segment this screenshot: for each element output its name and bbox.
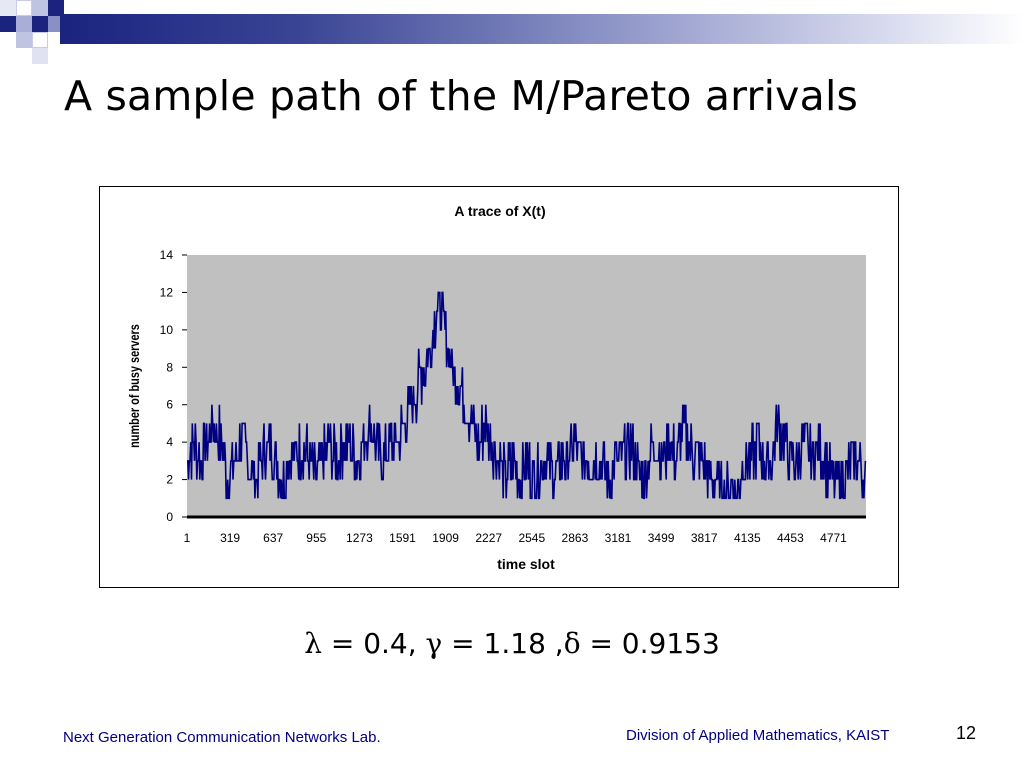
footer-division-name: Division of Applied Mathematics, KAIST — [626, 727, 890, 744]
x-axis-label: time slot — [497, 556, 555, 572]
y-tick-label: 0 — [166, 510, 173, 524]
y-tick-label: 8 — [166, 360, 173, 374]
x-tick-label: 3817 — [691, 531, 718, 545]
y-tick-label: 4 — [166, 435, 173, 449]
parameter-line: λ = 0.4, γ = 1.18 ,δ = 0.9153 — [0, 627, 1024, 660]
y-axis-label: number of busy servers — [127, 324, 143, 448]
x-tick-label: 2863 — [562, 531, 589, 545]
x-tick-label: 955 — [306, 531, 326, 545]
x-tick-label: 3499 — [648, 531, 675, 545]
chart-title: A trace of X(t) — [454, 203, 545, 219]
x-tick-label: 1273 — [346, 531, 373, 545]
x-tick-label: 2227 — [475, 531, 502, 545]
x-tick-label: 2545 — [518, 531, 545, 545]
page-number: 12 — [956, 723, 977, 743]
chart-frame: A trace of X(t) 0 2 4 6 8 10 12 14 1 319 637 955 12… — [99, 186, 899, 588]
gamma-value: = 1.18 , — [442, 627, 564, 660]
x-tick-label: 1591 — [389, 531, 416, 545]
lambda-symbol: λ — [304, 627, 322, 660]
gamma-symbol: γ — [425, 627, 443, 660]
title-gradient-bar — [60, 14, 1024, 44]
y-tick-label: 12 — [160, 285, 174, 299]
trace-chart: A trace of X(t) 0 2 4 6 8 10 12 14 1 319 637 955 12… — [127, 203, 867, 572]
x-tick-label: 4453 — [777, 531, 804, 545]
series-line — [187, 291, 867, 500]
x-tick-label: 637 — [263, 531, 283, 545]
footer-lab-name: Next Generation Communication Networks L… — [63, 729, 381, 746]
y-tick-label: 2 — [166, 473, 173, 487]
x-tick-label: 1909 — [432, 531, 459, 545]
x-tick-label: 4135 — [734, 531, 761, 545]
x-tick-label: 1 — [184, 531, 191, 545]
x-tick-label: 3181 — [605, 531, 632, 545]
x-tick-label: 4771 — [820, 531, 847, 545]
slide-title: A sample path of the M/Pareto arrivals — [64, 72, 859, 120]
lambda-value: = 0.4, — [321, 627, 426, 660]
y-tick-label: 6 — [166, 398, 173, 412]
delta-value: = 0.9153 — [580, 627, 720, 660]
delta-symbol: δ — [563, 627, 581, 660]
y-tick-label: 10 — [160, 323, 174, 337]
y-tick-label: 14 — [160, 248, 174, 262]
x-tick-label: 319 — [220, 531, 240, 545]
